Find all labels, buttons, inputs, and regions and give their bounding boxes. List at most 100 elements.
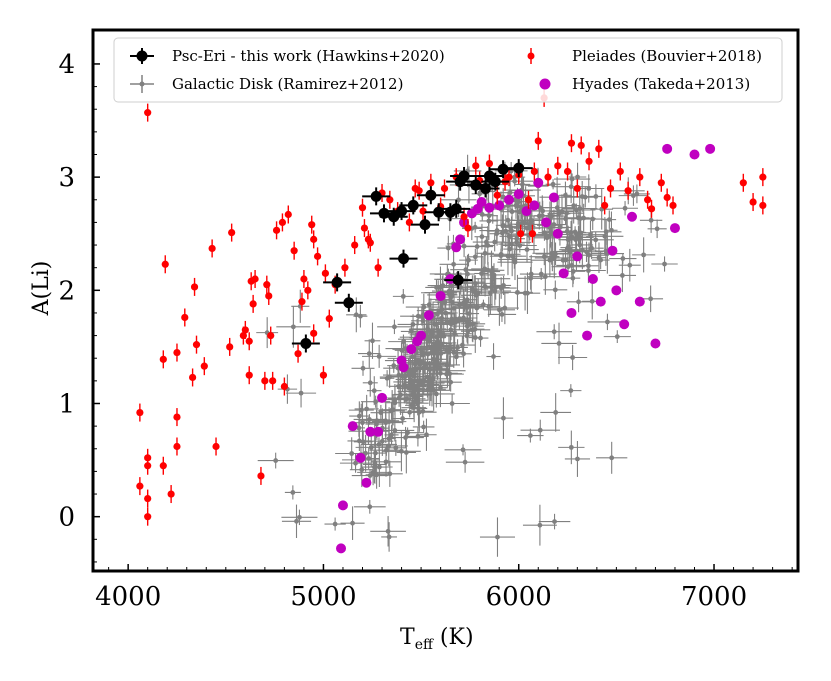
pleiades-point (358, 198, 367, 217)
galactic-disk-point (399, 357, 430, 396)
galactic-disk-point (562, 189, 598, 228)
hyades-point (650, 338, 661, 349)
pleiades-point (269, 371, 277, 390)
galactic-disk-point (349, 401, 370, 431)
pleiades-point (415, 181, 423, 200)
pleiades-point (530, 162, 538, 181)
galactic-disk-point (441, 294, 467, 322)
galactic-disk-point (564, 441, 591, 477)
pleiades-point (585, 152, 593, 171)
pleiades-point (577, 136, 585, 155)
galactic-disk-point (403, 343, 443, 367)
galactic-disk-point (434, 393, 470, 414)
pleiades-point (606, 179, 615, 198)
pleiades-point (595, 139, 603, 158)
hyades-point (503, 194, 514, 205)
galactic-disk-point (605, 211, 618, 250)
psc-eri-point (362, 187, 391, 206)
pleiades-point (167, 485, 175, 504)
galactic-disk-point (651, 256, 678, 272)
y-tick-label: 4 (58, 50, 75, 80)
galactic-disk-point (457, 292, 478, 308)
hyades-point (337, 500, 348, 511)
pleiades-point (144, 103, 152, 122)
hyades-point (548, 192, 559, 203)
galactic-disk-point (284, 485, 301, 500)
galactic-disk-point (517, 267, 544, 290)
galactic-disk-point (281, 509, 318, 526)
galactic-disk-point (558, 344, 588, 371)
hyades-point (373, 426, 384, 437)
axes: 4000 5000 6000 7000 0 1 2 3 4 (58, 28, 800, 612)
galactic-disk-point (339, 453, 372, 473)
galactic-disk-point (276, 305, 311, 348)
pleiades-point (528, 224, 537, 243)
pleiades-point (759, 168, 767, 187)
galactic-disk-point (612, 201, 638, 216)
pleiades-point (280, 377, 288, 396)
galactic-disk-point (493, 397, 514, 439)
galactic-disk-point (416, 332, 447, 363)
hyades-point (587, 273, 598, 284)
galactic-disk-point (472, 329, 489, 347)
hyades-point (398, 362, 409, 373)
galactic-disk-point (450, 308, 484, 344)
galactic-disk-point (460, 284, 493, 307)
pleiades-point (257, 466, 265, 485)
galactic-disk-point (351, 360, 375, 376)
galactic-disk-point (517, 428, 544, 443)
pleiades-point (517, 224, 525, 243)
galactic-disk-point (549, 192, 585, 234)
hyades-point (416, 330, 427, 341)
pleiades-point (321, 264, 329, 283)
pleiades-point (319, 366, 328, 385)
x-tick-label: 4000 (95, 582, 161, 612)
galactic-disk-point (558, 181, 572, 210)
galactic-disk-point (602, 210, 617, 229)
galactic-disk-point (498, 238, 525, 250)
legend-marker-psc-eri (136, 50, 148, 62)
pleiades-point (212, 437, 220, 456)
pleiades-point (300, 269, 308, 288)
galactic-disk-point (419, 364, 443, 402)
galactic-disk-point (418, 318, 455, 331)
galactic-disk-point (439, 249, 468, 280)
galactic-disk-point (591, 242, 607, 274)
pleiades-point (284, 205, 292, 224)
galactic-disk-point (412, 420, 435, 434)
legend-entry-psc-eri: Psc-Eri - this work (Hawkins+2020) (130, 47, 445, 65)
galactic-disk-point (540, 393, 572, 432)
hyades-point (558, 268, 569, 279)
hyades-point (476, 197, 487, 208)
pleiades-point (290, 241, 298, 260)
galactic-disk-point (534, 195, 551, 236)
galactic-disk-point (386, 439, 406, 456)
hyades-point (634, 296, 645, 307)
pleiades-point (636, 168, 644, 187)
pleiades-point (136, 403, 144, 422)
galactic-disk-point (493, 248, 509, 263)
galactic-disk-point (365, 433, 386, 474)
pleiades-point (200, 357, 208, 376)
galactic-disk-point (603, 330, 631, 344)
pleiades-point (534, 131, 542, 150)
hyades-point (541, 217, 552, 228)
galactic-disk-point (522, 504, 557, 546)
galactic-disk-point (520, 419, 560, 441)
pleiades-point (144, 507, 152, 526)
pleiades-point (544, 168, 552, 187)
galactic-disk-point (519, 255, 543, 294)
hyades-point (582, 330, 593, 341)
galactic-disk-point (497, 244, 533, 281)
legend-label-pleiades: Pleiades (Bouvier+2018) (572, 47, 762, 65)
pleiades-point (351, 236, 359, 255)
galactic-disk-point (476, 296, 501, 317)
hyades-point (484, 202, 495, 213)
galactic-disk-point (568, 218, 594, 247)
hyades-point (355, 452, 366, 463)
pleiades-point (267, 326, 275, 345)
galactic-disk-point (401, 397, 427, 418)
galactic-disk-point (550, 194, 574, 229)
galactic-disk-point (365, 460, 388, 489)
pleiades-point (472, 156, 480, 175)
